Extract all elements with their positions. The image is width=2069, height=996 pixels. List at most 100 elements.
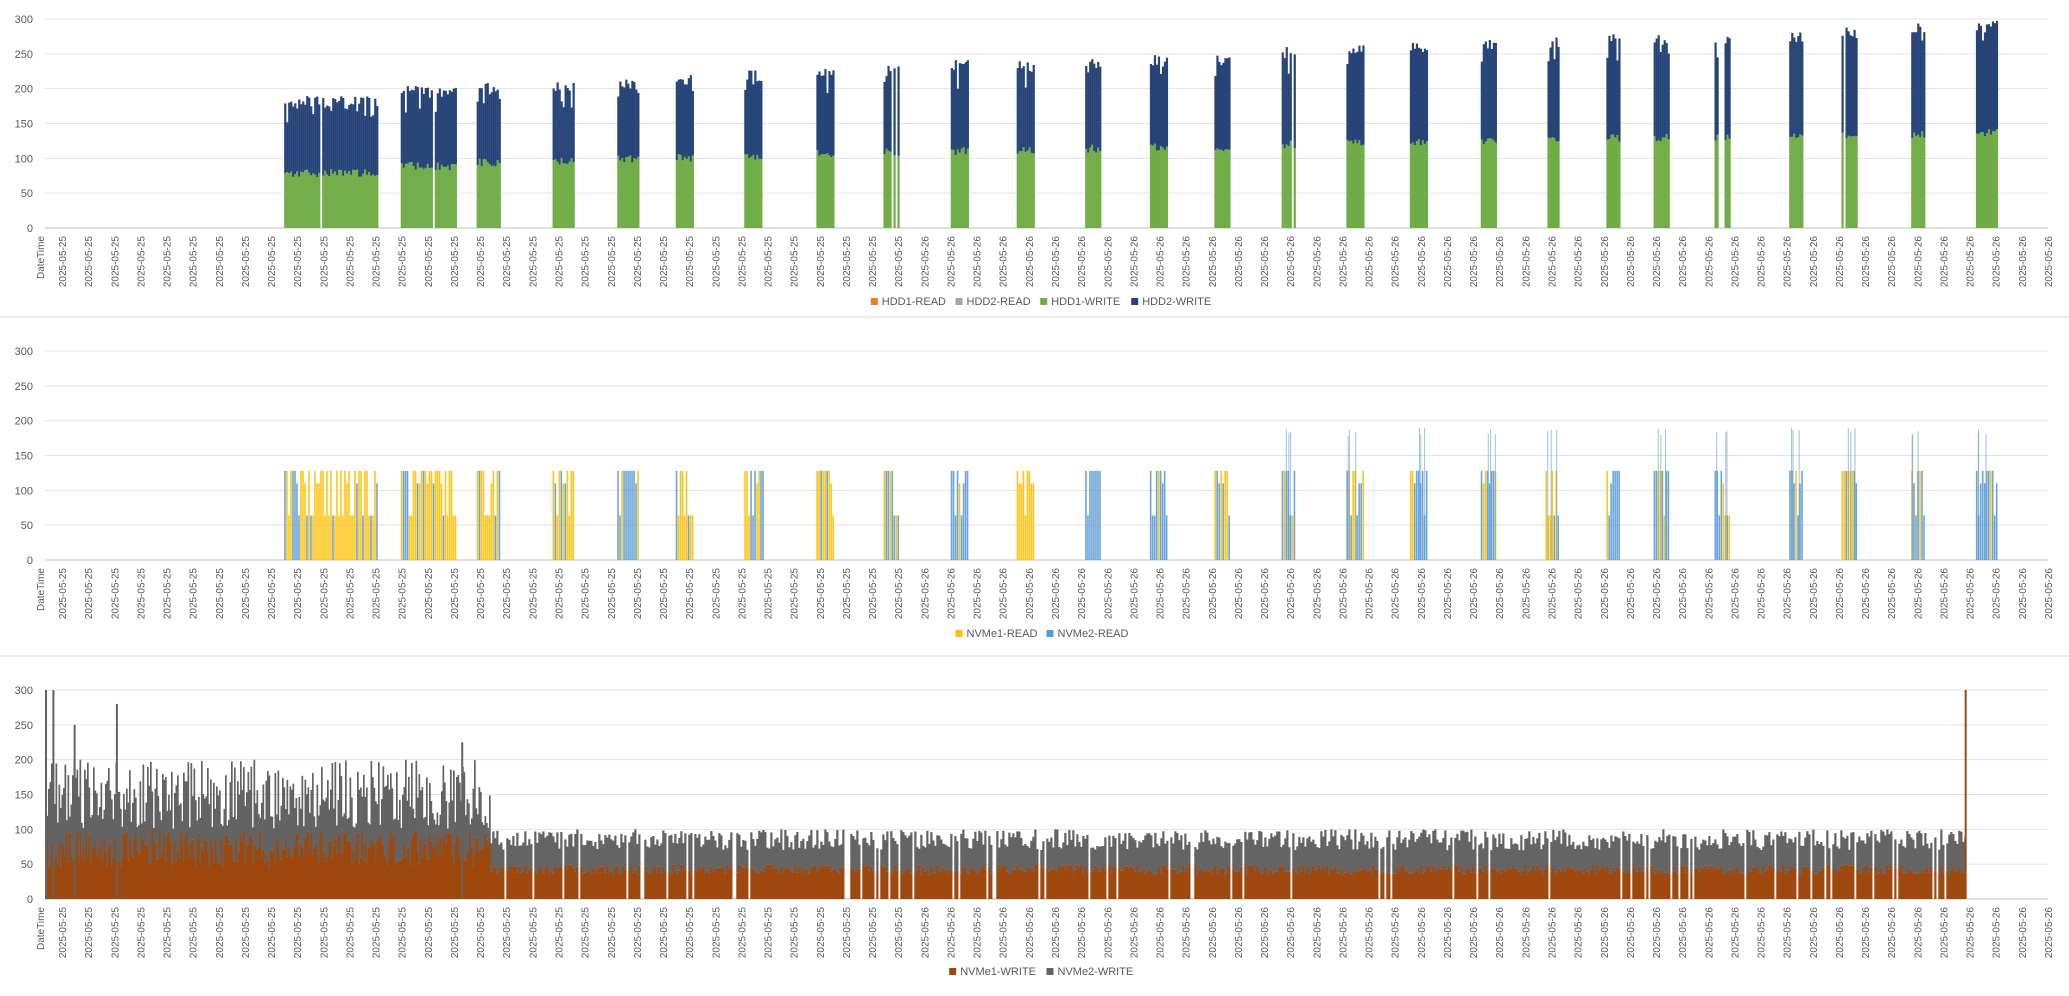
nvme2-write-bar xyxy=(1212,838,1215,869)
x-tick-label: 2025-05-26 xyxy=(1051,907,1062,959)
nvme2-write-bar xyxy=(1148,833,1151,869)
hdd2-write-bar xyxy=(1915,32,1918,136)
nvme1-write-bar xyxy=(1010,873,1013,899)
nvme2-write-bar xyxy=(1738,843,1741,873)
nvme2-write-bar xyxy=(168,794,170,832)
nvme2-write-bar xyxy=(784,829,787,869)
hdd2-write-bar xyxy=(1087,72,1090,153)
nvme1-write-bar xyxy=(351,865,353,899)
x-tick-label: 2025-05-25 xyxy=(790,568,801,620)
hdd1-write-bar xyxy=(1289,140,1292,228)
nvme2-write-bar xyxy=(974,831,977,871)
nvme1-write-bar xyxy=(360,856,362,899)
nvme-read-bar xyxy=(328,515,330,560)
nvme2-write-bar xyxy=(231,761,233,845)
nvme1-write-bar xyxy=(1802,866,1805,899)
nvme-read-bar xyxy=(629,470,631,560)
x-tick-label: 2025-05-25 xyxy=(581,236,592,288)
nvme1-write-bar xyxy=(1492,869,1495,899)
hdd1-write-bar xyxy=(334,171,337,228)
hdd2-write-bar xyxy=(332,98,335,174)
hdd1-write-bar xyxy=(1087,152,1090,228)
y-tick-label: 300 xyxy=(15,685,33,697)
nvme-read-bar xyxy=(322,470,324,560)
hdd2-write-bar xyxy=(1281,52,1284,145)
x-tick-label: 2025-05-25 xyxy=(372,568,383,620)
hdd2-write-bar xyxy=(1492,42,1495,141)
nvme2-write-bar xyxy=(1408,839,1411,874)
nvme1-write-bar xyxy=(166,834,169,899)
nvme1-write-bar xyxy=(1780,871,1783,899)
hdd1-write-bar xyxy=(1726,134,1729,228)
nvme1-write-bar xyxy=(1518,871,1521,899)
hdd2-write-bar xyxy=(358,103,361,177)
nvme2-write-bar xyxy=(87,762,89,857)
nvme2-write-bar xyxy=(51,763,53,844)
nvme1-write-bar xyxy=(118,860,121,899)
hdd2-write-bar xyxy=(1547,61,1550,138)
hdd-burst xyxy=(1606,34,1621,228)
hdd2-write-bar xyxy=(1919,26,1922,138)
nvme2-write-bar xyxy=(868,845,871,871)
nvme1-write-bar xyxy=(1660,869,1663,899)
nvme2-write-bar xyxy=(554,842,557,868)
legend-label: NVMe2-WRITE xyxy=(1058,966,1134,978)
nvme1-write-bar xyxy=(123,833,125,899)
nvme1-write-bar xyxy=(516,872,519,899)
nvme-read-bar xyxy=(1151,515,1154,560)
nvme2-write-bar xyxy=(1062,842,1065,866)
nvme2-write-bar xyxy=(1054,829,1057,871)
nvme1-write-bar xyxy=(231,844,233,899)
nvme1-write-bar xyxy=(223,844,226,899)
nvme2-write-bar xyxy=(261,802,263,859)
nvme2-write-bar xyxy=(1258,830,1261,871)
nvme1-write-bar xyxy=(1726,871,1729,899)
hdd2-write-bar xyxy=(304,104,307,171)
hdd2-write-bar xyxy=(677,79,680,155)
nvme2-write-bar xyxy=(412,808,415,834)
hdd1-write-bar xyxy=(1482,143,1485,228)
nvme2-write-bar xyxy=(516,832,519,873)
nvme-read-bar xyxy=(314,470,316,560)
nvme1-write-bar xyxy=(1338,873,1341,899)
nvme1-write-bar xyxy=(1148,868,1151,899)
nvme1-write-bar xyxy=(832,869,835,899)
nvme1-write-bar xyxy=(1424,871,1427,899)
hdd1-write-bar xyxy=(691,155,694,228)
nvme2-write-bar xyxy=(576,829,579,867)
nvme1-write-bar xyxy=(276,838,278,899)
nvme2-write-bar xyxy=(271,816,274,851)
nvme-read-burst xyxy=(1789,427,1803,560)
hdd2-write-bar xyxy=(1028,70,1031,148)
nvme2-write-bar xyxy=(1164,843,1167,866)
nvme2-write-bar xyxy=(1174,831,1177,870)
nvme2-write-bar xyxy=(348,817,350,842)
nvme2-write-bar xyxy=(800,840,803,872)
nvme1-write-bar xyxy=(1656,870,1659,899)
nvme2-write-bar xyxy=(790,842,793,871)
nvme-read-bar xyxy=(750,470,752,560)
hdd2-write-bar xyxy=(1911,32,1914,138)
hdd1-write-bar xyxy=(635,159,638,228)
hdd1-write-bar xyxy=(1022,147,1025,228)
nvme1-write-bar xyxy=(250,836,253,899)
nvme1-write-bar xyxy=(303,858,305,899)
nvme2-write-bar xyxy=(240,761,242,834)
nvme2-write-bar xyxy=(249,789,251,834)
nvme2-write-bar xyxy=(1748,831,1751,870)
nvme2-write-bar xyxy=(99,807,101,860)
nvme1-write-bar xyxy=(620,873,623,899)
hdd2-write-bar xyxy=(1845,27,1848,139)
nvme1-write-bar xyxy=(262,849,265,899)
nvme2-write-bar xyxy=(558,848,561,867)
nvme2-write-bar xyxy=(520,845,523,874)
hdd2-write-bar xyxy=(1557,46,1560,142)
nvme2-write-bar xyxy=(536,842,539,874)
nvme2-write-bar xyxy=(85,779,88,833)
nvme2-write-bar xyxy=(950,834,953,871)
x-tick-label: 2025-05-26 xyxy=(1626,236,1637,288)
nvme-read-bar xyxy=(1216,470,1218,560)
nvme1-write-bar xyxy=(570,864,573,899)
nvme2-write-bar xyxy=(322,799,325,857)
nvme-read-bar xyxy=(1853,470,1856,560)
